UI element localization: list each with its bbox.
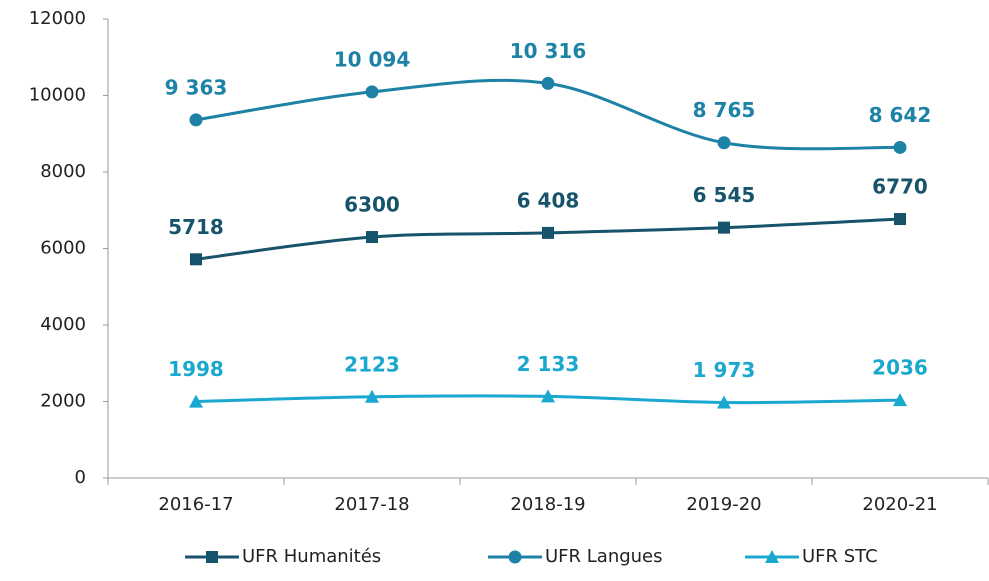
legend-label: UFR Langues: [545, 546, 663, 567]
legend-label: UFR STC: [802, 546, 878, 567]
y-tick-label: 8000: [40, 161, 86, 182]
value-label: 5718: [168, 215, 224, 239]
value-label: 10 094: [334, 47, 411, 71]
data-point: [542, 226, 554, 239]
data-point: [893, 393, 907, 407]
series-line: [195, 78, 901, 151]
value-label: 6 408: [517, 188, 580, 212]
data-point: [190, 253, 202, 266]
x-tick-label: 2020-21: [862, 494, 937, 515]
data-point: [365, 85, 379, 99]
data-point: [541, 76, 555, 90]
value-label: 2036: [872, 356, 928, 380]
data-point: [366, 231, 378, 244]
data-point: [718, 221, 730, 234]
y-tick-label: 4000: [40, 314, 86, 335]
legend-marker: [508, 550, 522, 564]
x-tick-label: 2018-19: [510, 494, 585, 515]
data-point: [893, 140, 907, 154]
data-point: [717, 395, 731, 409]
x-tick-label: 2019-20: [686, 494, 761, 515]
y-tick-label: 2000: [40, 391, 86, 412]
value-label: 8 642: [869, 103, 932, 127]
value-label: 6 545: [693, 183, 756, 207]
value-label: 8 765: [693, 98, 756, 122]
value-label: 10 316: [510, 39, 587, 63]
y-tick-label: 6000: [40, 238, 86, 259]
data-point: [189, 394, 203, 408]
value-label: 2 133: [517, 352, 580, 376]
x-tick-label: 2017-18: [334, 494, 409, 515]
y-tick-label: 0: [75, 467, 86, 488]
data-point: [365, 389, 379, 403]
legend-label: UFR Humanités: [242, 546, 381, 567]
x-tick-label: 2016-17: [158, 494, 233, 515]
series-line: [195, 217, 901, 261]
data-point: [894, 213, 906, 226]
legend-marker: [206, 551, 218, 563]
data-point: [189, 113, 203, 127]
value-label: 6770: [872, 175, 928, 199]
value-label: 1 973: [693, 358, 756, 382]
data-point: [541, 389, 555, 403]
y-tick-label: 10000: [29, 85, 86, 106]
value-label: 9 363: [165, 75, 228, 99]
legend-marker: [765, 550, 779, 563]
value-label: 6300: [344, 193, 400, 217]
y-tick-label: 12000: [29, 8, 86, 29]
value-label: 1998: [168, 357, 224, 381]
data-point: [717, 136, 731, 150]
value-label: 2123: [344, 352, 400, 376]
